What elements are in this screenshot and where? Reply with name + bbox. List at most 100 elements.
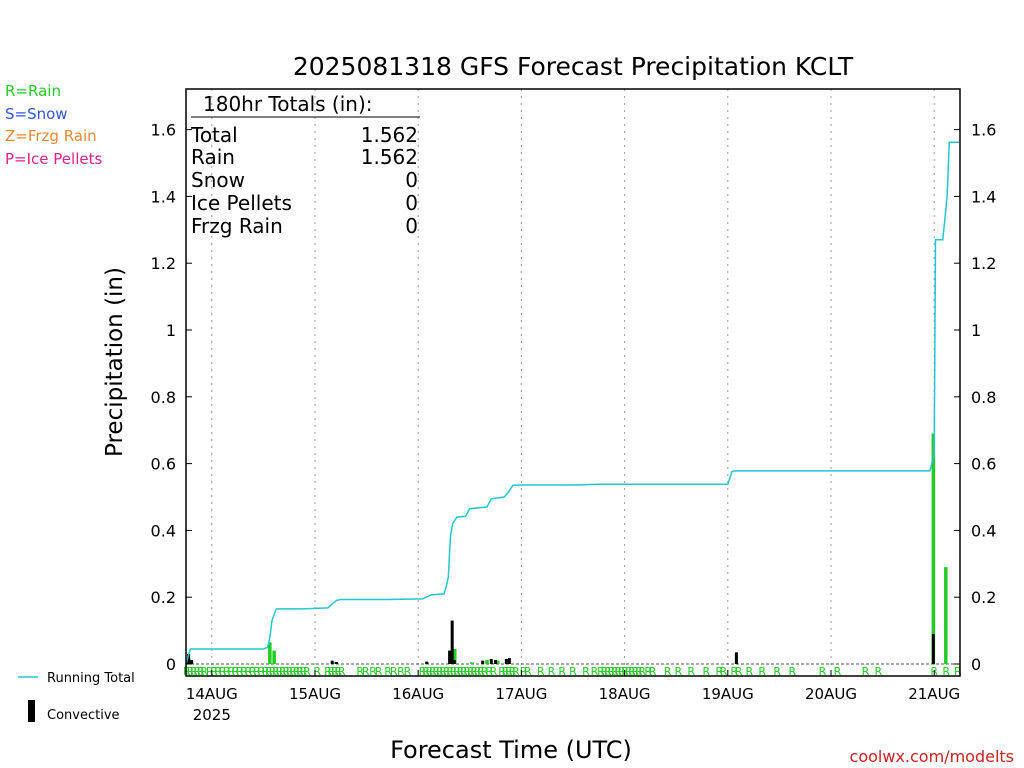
precip-type-marker-50: R xyxy=(432,665,440,678)
precip-type-marker-39: R xyxy=(362,665,370,678)
rain-bar-4 xyxy=(332,662,337,664)
grid-lines xyxy=(186,89,960,676)
y-axis-label: Precipitation (in) xyxy=(102,267,128,457)
convective-bar-11 xyxy=(504,658,508,664)
precip-type-marker-27: R xyxy=(289,665,297,678)
precip-type-marker-25: R xyxy=(282,665,290,678)
precip-type-marker-94: R xyxy=(649,665,657,678)
precip-type-marker-12: R xyxy=(232,665,240,678)
convective-bar-8 xyxy=(481,660,485,664)
site-link[interactable]: coolwx.com/modelts xyxy=(850,747,1014,766)
precip-type-marker-106: R xyxy=(788,665,796,678)
totals-header: 180hr Totals (in): xyxy=(203,92,373,116)
y-tick-label-right-3: 0.6 xyxy=(971,455,996,474)
precip-type-marker-7: R xyxy=(210,665,218,678)
precip-type-marker-46: R xyxy=(419,665,427,678)
precip-type-marker-76: R xyxy=(558,665,566,678)
precip-type-marker-59: R xyxy=(463,665,471,678)
chart-title: 2025081318 GFS Forecast Precipitation KC… xyxy=(293,52,854,81)
precip-type-marker-107: R xyxy=(819,665,827,678)
precip-type-marker-28: R xyxy=(293,665,301,678)
rain-bar-12 xyxy=(944,567,948,664)
precip-type-marker-36: R xyxy=(334,665,342,678)
precip-type-marker-31: R xyxy=(303,665,311,678)
totals-label-ice-pellets: Ice Pellets xyxy=(191,191,292,215)
precip-type-marker-52: R xyxy=(439,665,447,678)
convective-bar-5 xyxy=(448,650,452,664)
y-tick-label-right-0: 0 xyxy=(971,655,981,674)
x-tick-label-1: 15AUG xyxy=(289,685,341,703)
precip-type-marker-14: R xyxy=(240,665,248,678)
y-tick-label-left-0: 0 xyxy=(166,655,176,674)
precip-type-marker-40: R xyxy=(369,665,377,678)
convective-bar-3 xyxy=(335,661,338,664)
convective-bar-0 xyxy=(187,653,191,664)
y-tick-label-left-2: 0.4 xyxy=(151,521,176,540)
x-tick-label-7: 21AUG xyxy=(908,685,960,703)
convective-bar-14 xyxy=(931,633,935,664)
totals-label-frzg-rain: Frzg Rain xyxy=(191,214,283,238)
precip-type-marker-29: R xyxy=(296,665,304,678)
precip-type-marker-79: R xyxy=(591,665,599,678)
precip-type-marker-11: R xyxy=(227,665,235,678)
precip-type-marker-15: R xyxy=(245,665,253,678)
precip-type-marker-19: R xyxy=(262,665,270,678)
precip-type-marker-74: R xyxy=(537,665,545,678)
precip-type-marker-62: R xyxy=(474,665,482,678)
convective-bar-1 xyxy=(190,659,194,664)
y-tick-label-left-1: 0.2 xyxy=(151,588,176,607)
y-tick-label-right-1: 0.2 xyxy=(971,588,996,607)
precip-type-marker-51: R xyxy=(436,665,444,678)
precip-type-marker-91: R xyxy=(635,665,643,678)
precip-type-marker-105: R xyxy=(773,665,781,678)
convective-bar-9 xyxy=(489,658,493,664)
x-tick-label-4: 18AUG xyxy=(599,685,651,703)
convective-legend-swatch xyxy=(28,700,35,722)
x-tick-label-3: 17AUG xyxy=(495,685,547,703)
convective-bar-2 xyxy=(330,660,334,664)
legend-ice-pellets: P=Ice Pellets xyxy=(5,150,102,168)
y-tick-label-left-6: 1.2 xyxy=(151,254,176,273)
y-tick-label-left-7: 1.4 xyxy=(151,187,176,206)
precip-type-marker-17: R xyxy=(253,665,261,678)
rain-bar-10 xyxy=(496,660,500,664)
y-tick-label-left-3: 0.6 xyxy=(151,455,176,474)
convective-bar-12 xyxy=(507,657,511,664)
y-tick-label-left-5: 1 xyxy=(166,321,176,340)
precip-type-marker-80: R xyxy=(597,665,605,678)
precip-type-marker-6: R xyxy=(206,665,214,678)
precip-type-marker-2: R xyxy=(190,665,198,678)
precip-type-marker-1: R xyxy=(186,665,194,678)
precip-type-marker-87: R xyxy=(621,665,629,678)
y-tick-label-right-4: 0.8 xyxy=(971,388,996,407)
precip-type-marker-102: R xyxy=(735,665,743,678)
precip-type-marker-66: R xyxy=(490,665,498,678)
precip-type-marker-41: R xyxy=(375,665,383,678)
rain-bar-9 xyxy=(485,659,489,664)
y-tick-label-right-8: 1.6 xyxy=(971,121,996,140)
precip-type-marker-110: R xyxy=(874,665,882,678)
x-tick-label-5: 19AUG xyxy=(702,685,754,703)
x-axis-label: Forecast Time (UTC) xyxy=(390,736,632,764)
rain-bar-2 xyxy=(268,642,272,664)
precip-type-marker-22: R xyxy=(272,665,280,678)
legend-convective: Convective xyxy=(47,708,120,723)
precip-type-marker-47: R xyxy=(422,665,430,678)
precip-type-marker-33: R xyxy=(324,665,332,678)
totals-label-snow: Snow xyxy=(191,168,245,192)
precip-type-marker-89: R xyxy=(628,665,636,678)
precip-type-marker-108: R xyxy=(834,665,842,678)
y-tick-label-right-6: 1.2 xyxy=(971,254,996,273)
rain-bar-3 xyxy=(272,650,276,664)
convective-bar-10 xyxy=(494,659,498,664)
x-tick-label-2: 16AUG xyxy=(392,685,444,703)
running-total-line xyxy=(185,141,960,665)
precip-type-marker-93: R xyxy=(644,665,652,678)
precip-type-marker-63: R xyxy=(477,665,485,678)
precip-type-marker-100: R xyxy=(720,665,728,678)
totals-value-total: 1.562 xyxy=(361,123,418,147)
legend-frzg-rain: Z=Frzg Rain xyxy=(5,127,97,145)
precip-type-marker-30: R xyxy=(300,665,308,678)
precip-bars xyxy=(186,433,948,664)
precip-type-marker-16: R xyxy=(249,665,257,678)
